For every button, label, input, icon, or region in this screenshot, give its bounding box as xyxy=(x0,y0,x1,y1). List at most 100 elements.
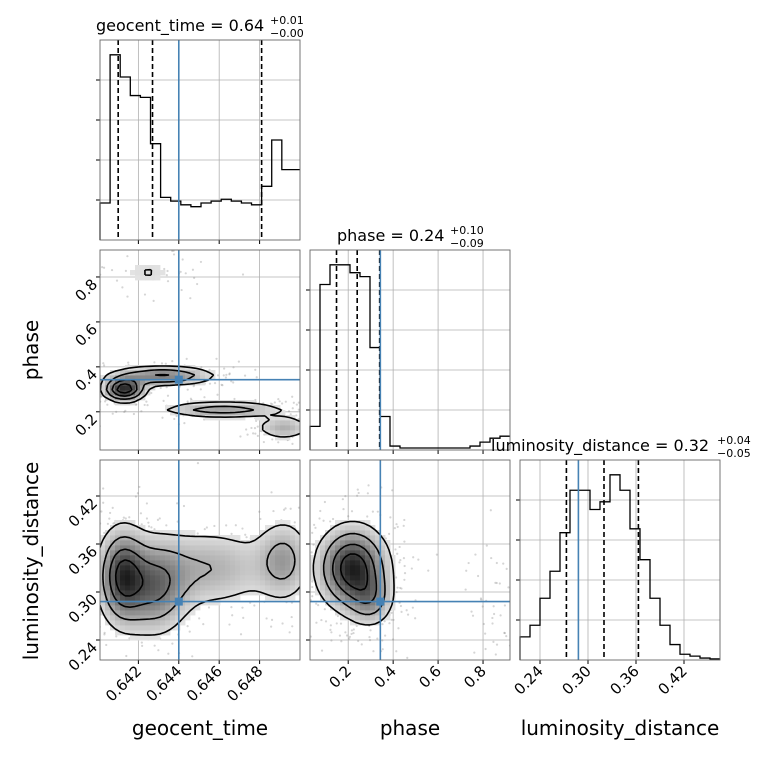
sample-point xyxy=(494,581,497,584)
density-cell xyxy=(110,380,116,386)
sample-point xyxy=(435,553,439,556)
sample-point xyxy=(397,627,400,630)
sample-point xyxy=(350,510,354,513)
density-cell xyxy=(140,560,146,566)
sample-point xyxy=(171,250,174,253)
density-cell xyxy=(110,575,116,581)
sample-point xyxy=(302,606,304,608)
density-cell xyxy=(125,555,131,561)
density-cell xyxy=(100,540,106,546)
density-cell xyxy=(170,530,176,536)
title-geocent-time: geocent_time = 0.64 xyxy=(96,16,264,36)
density-cell xyxy=(155,560,161,566)
sample-point xyxy=(232,381,235,384)
density-cell xyxy=(185,540,191,546)
sample-point xyxy=(258,510,261,513)
sample-point xyxy=(484,647,487,651)
density-cell xyxy=(290,585,296,591)
sample-point xyxy=(390,611,393,614)
sample-point xyxy=(389,516,392,519)
density-cell xyxy=(160,625,166,631)
density-cell xyxy=(135,635,141,641)
density-cell xyxy=(180,570,186,576)
sample-point xyxy=(372,650,375,653)
density-cell xyxy=(235,585,241,591)
density-cell xyxy=(155,625,161,631)
density-cell xyxy=(150,550,156,556)
density-cell xyxy=(155,550,161,556)
sample-point xyxy=(307,569,309,571)
density-cell xyxy=(145,605,151,611)
density-cell xyxy=(295,430,300,436)
sample-point xyxy=(182,504,186,508)
sample-point xyxy=(499,614,502,617)
density-cell xyxy=(235,565,241,571)
density-cell xyxy=(175,625,181,631)
density-cell xyxy=(170,610,176,616)
density-cell xyxy=(205,585,211,591)
density-cell xyxy=(245,405,251,411)
density-cell xyxy=(245,565,251,571)
density-cell xyxy=(130,620,136,626)
density-cell xyxy=(315,550,321,556)
sample-point xyxy=(242,616,245,619)
grid-lines xyxy=(310,250,510,450)
sample-point xyxy=(115,635,118,638)
density-cell xyxy=(170,370,176,376)
density-cell xyxy=(385,575,391,581)
sample-point xyxy=(314,526,317,529)
density-cell xyxy=(345,565,351,571)
sample-point xyxy=(122,516,125,519)
sample-point xyxy=(345,634,349,637)
sample-point xyxy=(189,297,192,300)
sample-point xyxy=(232,366,235,369)
density-cell xyxy=(175,555,181,561)
density-cell xyxy=(140,565,146,571)
sample-point xyxy=(311,595,314,598)
density-cell xyxy=(375,590,381,596)
sample-point xyxy=(295,403,298,406)
density-cell xyxy=(140,525,146,531)
density-cell xyxy=(155,605,161,611)
sample-point xyxy=(62,374,64,376)
density-cell xyxy=(195,560,201,566)
density-cell xyxy=(125,395,131,401)
density-cell xyxy=(260,415,266,421)
density-cell xyxy=(265,530,271,536)
density-cell xyxy=(115,605,121,611)
density-cell xyxy=(215,405,221,411)
histogram-step-line xyxy=(99,54,300,240)
density-cell xyxy=(120,595,126,601)
density-cell xyxy=(160,270,166,276)
density-cell xyxy=(105,565,111,571)
density-cell xyxy=(125,610,131,616)
density-cell xyxy=(195,375,201,381)
sample-point xyxy=(297,408,300,411)
density-cell xyxy=(375,585,381,591)
sample-point xyxy=(178,682,180,684)
density-cell xyxy=(215,600,221,606)
density-cell xyxy=(205,580,211,586)
sample-point xyxy=(347,515,350,518)
density-cell xyxy=(275,435,281,441)
density-cell xyxy=(150,565,156,571)
title-luminosity-distance: luminosity_distance = 0.32 xyxy=(491,436,709,456)
sample-point xyxy=(293,521,296,524)
sample-point xyxy=(371,510,374,513)
density-cell xyxy=(385,540,391,546)
density-cell xyxy=(160,605,166,611)
density-cell xyxy=(260,535,266,541)
density-cell xyxy=(185,575,191,581)
sample-point xyxy=(140,523,143,526)
density-cell xyxy=(355,585,361,591)
density-cell xyxy=(270,585,276,591)
sample-point xyxy=(304,527,306,529)
density-cell xyxy=(245,590,251,596)
density-cell xyxy=(185,565,191,571)
sample-point xyxy=(126,295,129,298)
density-cell xyxy=(225,585,231,591)
density-cell xyxy=(270,415,276,421)
density-cell xyxy=(180,535,186,541)
density-cell xyxy=(105,540,111,546)
sample-point xyxy=(297,506,300,509)
